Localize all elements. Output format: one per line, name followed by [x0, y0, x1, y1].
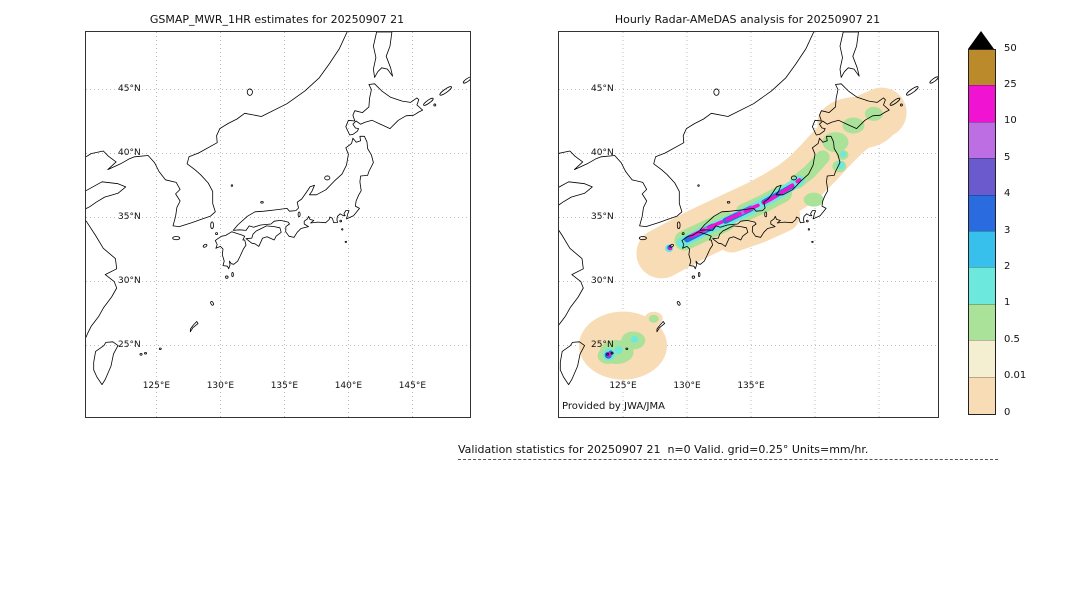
colorbar-segment	[969, 85, 995, 123]
colorbar-segment	[969, 303, 995, 342]
right-panel-title: Hourly Radar-AMeDAS analysis for 2025090…	[614, 13, 881, 26]
credit-text: Provided by JWA/JMA	[562, 401, 665, 412]
colorbar-value-label: 50	[1004, 42, 1017, 54]
colorbar-segment	[969, 376, 995, 414]
colorbar-segment	[969, 194, 995, 232]
colorbar-value-label: 2	[1004, 260, 1011, 272]
coastlines	[559, 32, 938, 385]
colorbar-value-label: 0.5	[1004, 333, 1020, 345]
colorbar-value-label: 10	[1004, 115, 1017, 127]
colorbar-value-label: 1	[1004, 297, 1011, 309]
grid-lines	[86, 32, 470, 417]
colorbar-value-label: 4	[1004, 188, 1011, 200]
colorbar-segment	[969, 230, 995, 269]
gsmap-map	[86, 32, 470, 417]
colorbar-value-label: 25	[1004, 78, 1017, 90]
left-panel-title: GSMAP_MWR_1HR estimates for 20250907 21	[149, 13, 405, 26]
gsmap-map-panel: 45°N 40°N 35°N 30°N 25°N 125°E 130°E 135°E 140°E…	[85, 31, 471, 418]
colorbar-value-label: 5	[1004, 151, 1011, 163]
colorbar-value-label: 0	[1004, 406, 1011, 418]
colorbar-segment	[969, 267, 995, 305]
colorbar-scale	[968, 49, 996, 415]
radar-amedas-map-panel: 45°N 40°N 35°N 30°N 25°N 125°E 130°E 135°E Prov…	[558, 31, 939, 418]
colorbar-segment	[969, 121, 995, 160]
precipitation-overlay	[579, 87, 907, 380]
colorbar-value-label: 0.01	[1004, 370, 1027, 382]
coastlines	[86, 32, 470, 385]
colorbar-segment	[969, 158, 995, 196]
validation-text: Validation statistics for 20250907 21 n=…	[458, 443, 869, 456]
colorbar: 50 25 10 5 4 3 2 1 0.5 0.01 0	[968, 31, 1048, 431]
colorbar-segment	[969, 340, 995, 378]
colorbar-value-label: 3	[1004, 224, 1011, 236]
radar-amedas-map	[559, 32, 938, 417]
validation-footer: Validation statistics for 20250907 21 n=…	[458, 443, 998, 460]
colorbar-overflow-triangle-icon	[968, 31, 994, 49]
colorbar-segment	[969, 50, 995, 87]
